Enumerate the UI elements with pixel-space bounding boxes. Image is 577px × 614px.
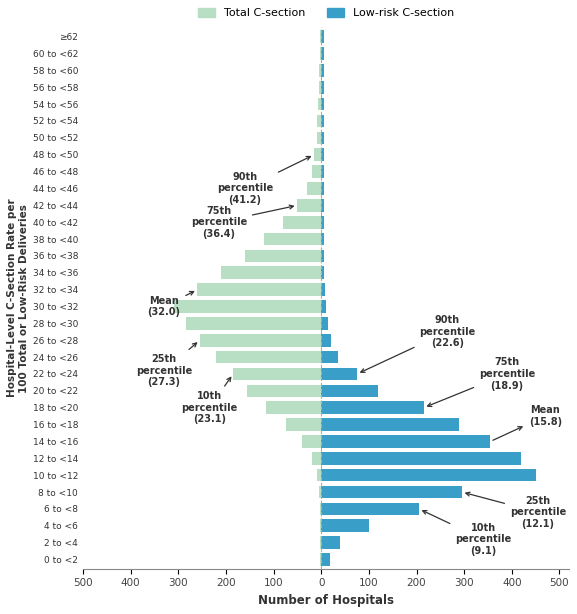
Bar <box>321 469 535 481</box>
Bar <box>321 216 324 228</box>
Legend: Total C-section, Low-risk C-section: Total C-section, Low-risk C-section <box>194 3 459 23</box>
Bar <box>200 334 321 346</box>
Bar <box>317 131 321 144</box>
Bar <box>320 503 321 515</box>
Text: 75th
percentile
(36.4): 75th percentile (36.4) <box>191 205 293 239</box>
Bar <box>264 233 321 246</box>
Text: 10th
percentile
(23.1): 10th percentile (23.1) <box>181 378 238 424</box>
Bar <box>321 334 331 346</box>
Bar <box>320 519 321 532</box>
Text: 10th
percentile
(9.1): 10th percentile (9.1) <box>423 511 511 556</box>
Text: 75th
percentile
(18.9): 75th percentile (18.9) <box>428 357 535 406</box>
Text: 25th
percentile
(12.1): 25th percentile (12.1) <box>466 492 566 529</box>
Bar <box>221 266 321 279</box>
Bar <box>321 418 459 431</box>
Text: 25th
percentile
(27.3): 25th percentile (27.3) <box>136 343 197 387</box>
Bar <box>321 131 324 144</box>
Bar <box>321 452 522 465</box>
Bar <box>321 503 419 515</box>
Bar <box>321 435 490 448</box>
Bar <box>317 469 321 481</box>
Text: Mean
(32.0): Mean (32.0) <box>148 292 194 317</box>
Bar <box>319 81 321 93</box>
Bar <box>321 149 324 161</box>
Bar <box>321 64 324 77</box>
Bar <box>321 266 324 279</box>
Bar <box>321 81 324 93</box>
Bar <box>320 536 321 549</box>
Bar <box>216 351 321 363</box>
Bar <box>245 250 321 262</box>
Bar <box>321 47 324 60</box>
Bar <box>312 165 321 178</box>
Bar <box>267 402 321 414</box>
Bar <box>321 233 324 246</box>
Bar <box>185 317 321 330</box>
Bar <box>321 300 326 313</box>
Bar <box>321 486 462 499</box>
Bar <box>314 149 321 161</box>
Bar <box>248 384 321 397</box>
Bar <box>321 519 369 532</box>
Bar <box>319 486 321 499</box>
Bar <box>320 553 321 566</box>
Bar <box>321 30 324 43</box>
Text: 90th
percentile
(22.6): 90th percentile (22.6) <box>361 315 475 372</box>
Text: Mean
(15.8): Mean (15.8) <box>493 405 562 440</box>
X-axis label: Number of Hospitals: Number of Hospitals <box>258 594 394 607</box>
Bar <box>321 115 324 127</box>
Bar <box>321 402 424 414</box>
Bar <box>321 182 324 195</box>
Bar <box>320 47 321 60</box>
Bar <box>321 283 325 296</box>
Bar <box>233 368 321 380</box>
Y-axis label: Hospital-Level C-Section Rate per
100 Total or Low-Risk Deliveries: Hospital-Level C-Section Rate per 100 To… <box>7 199 28 397</box>
Text: 90th
percentile
(41.2): 90th percentile (41.2) <box>217 157 310 205</box>
Bar <box>321 317 328 330</box>
Bar <box>321 351 338 363</box>
Bar <box>197 283 321 296</box>
Bar <box>321 250 324 262</box>
Bar <box>319 98 321 111</box>
Bar <box>321 368 357 380</box>
Bar <box>321 199 324 212</box>
Bar <box>321 536 340 549</box>
Bar <box>174 300 321 313</box>
Bar <box>286 418 321 431</box>
Bar <box>317 115 321 127</box>
Bar <box>312 452 321 465</box>
Bar <box>283 216 321 228</box>
Bar <box>321 384 379 397</box>
Bar <box>321 553 330 566</box>
Bar <box>321 98 324 111</box>
Bar <box>320 30 321 43</box>
Bar <box>302 435 321 448</box>
Bar <box>307 182 321 195</box>
Bar <box>320 64 321 77</box>
Bar <box>298 199 321 212</box>
Bar <box>321 165 324 178</box>
